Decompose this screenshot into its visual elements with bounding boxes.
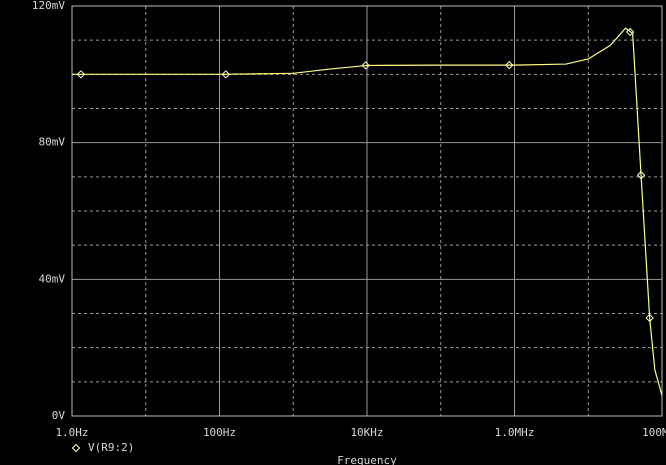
x-tick-label: 1.0Hz (55, 426, 88, 439)
legend-marker (71, 443, 81, 453)
y-tick-label: 120mV (32, 0, 65, 12)
y-tick-label: 0V (52, 409, 66, 422)
trace-marker (636, 170, 646, 180)
trace (72, 27, 663, 396)
trace-marker (645, 313, 654, 323)
trace-marker (76, 70, 86, 79)
x-tick-label: 100MHz (642, 426, 666, 439)
trace-marker (361, 61, 370, 70)
trace-marker (221, 70, 231, 79)
x-tick-label: 1.0MHz (495, 426, 535, 439)
trace-marker (625, 27, 635, 37)
x-tick-label: 10KHz (350, 426, 383, 439)
x-axis-label: Frequency (337, 454, 397, 465)
trace-marker (505, 60, 514, 70)
x-tick-label: 100Hz (203, 426, 236, 439)
legend-label: V(R9:2) (88, 441, 134, 454)
plot-frame (71, 5, 663, 417)
y-tick-label: 80mV (39, 136, 66, 149)
y-tick-label: 40mV (39, 272, 66, 285)
